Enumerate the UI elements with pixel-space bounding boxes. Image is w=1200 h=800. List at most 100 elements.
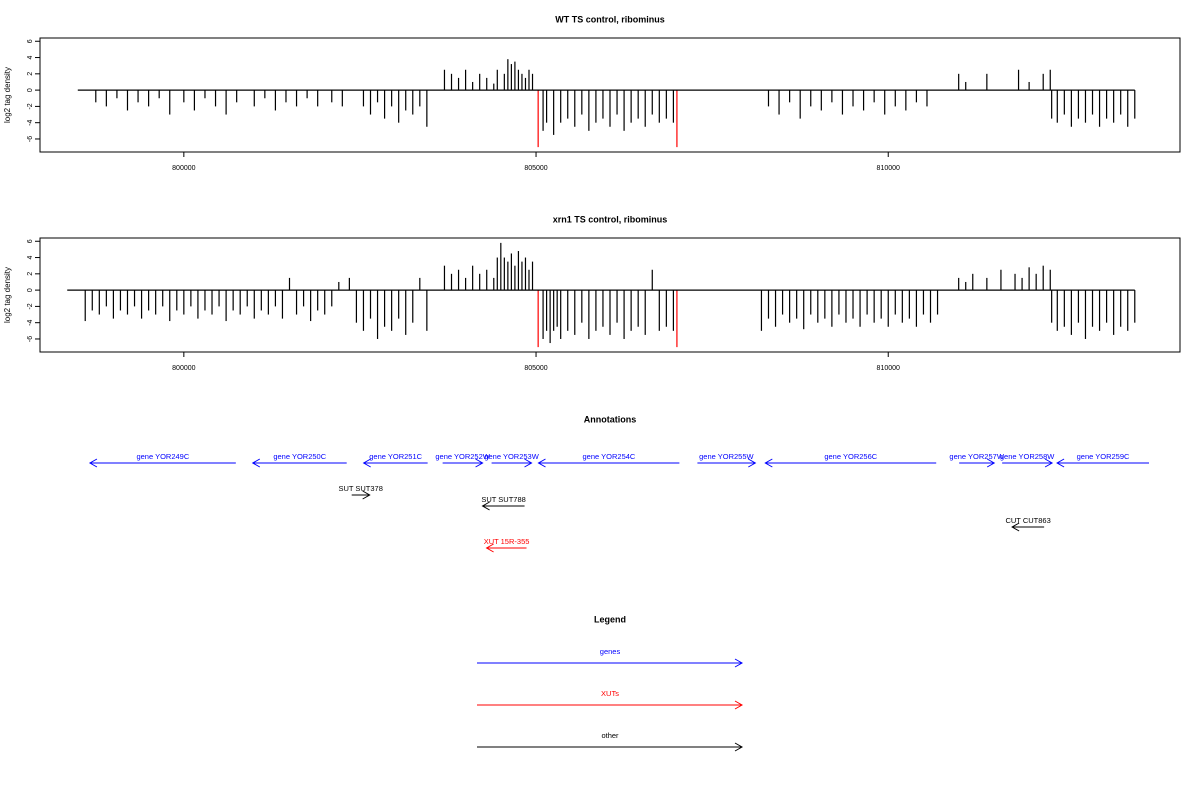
bar	[574, 90, 576, 127]
arrow-head	[88, 458, 98, 468]
bar	[169, 90, 171, 115]
bar	[517, 251, 520, 291]
bar	[362, 290, 365, 331]
bar	[658, 90, 660, 123]
bar	[905, 90, 907, 111]
bar	[517, 69, 520, 91]
bar	[464, 69, 467, 91]
bar	[894, 290, 896, 315]
bar	[91, 290, 93, 311]
bar	[965, 81, 967, 91]
bar	[426, 90, 428, 127]
bar	[986, 277, 988, 291]
bar	[1127, 90, 1129, 127]
bar	[236, 90, 238, 103]
bar	[288, 277, 291, 291]
bar	[383, 290, 386, 327]
y-tick-label: 6	[27, 39, 34, 43]
bar	[658, 290, 660, 331]
bar	[225, 90, 227, 115]
bar	[651, 90, 653, 115]
feature-label: CUT CUT863	[1005, 516, 1050, 525]
arrow-head	[537, 458, 546, 468]
bar	[1084, 90, 1087, 123]
bar	[450, 73, 453, 91]
arrow-head	[734, 700, 744, 710]
section-title: Annotations	[584, 414, 637, 424]
arrow-head	[251, 458, 261, 468]
arrow-head	[485, 543, 494, 553]
feature-label: gene YOR256C	[824, 452, 877, 461]
bar	[616, 90, 618, 115]
bar	[1106, 90, 1108, 119]
bar	[965, 281, 967, 291]
y-tick-label: 0	[27, 88, 34, 92]
feature-label: gene YOR252W	[435, 452, 490, 461]
bar	[479, 73, 481, 91]
y-tick-label: 0	[27, 288, 34, 292]
bar	[665, 290, 667, 327]
bar	[218, 290, 220, 307]
bar	[204, 290, 206, 311]
bar	[391, 290, 393, 331]
bar	[507, 59, 509, 91]
bar	[204, 90, 206, 99]
bar	[341, 90, 343, 107]
bar	[398, 290, 400, 319]
bar	[958, 277, 960, 291]
bar	[609, 90, 611, 127]
bar	[796, 290, 798, 319]
feature-label: SUT SUT788	[481, 495, 525, 504]
bar	[190, 290, 192, 307]
bar	[644, 290, 646, 335]
bar	[405, 90, 407, 111]
bar	[317, 90, 319, 107]
bar	[112, 290, 114, 319]
bar	[285, 90, 287, 103]
arrow-head	[734, 742, 744, 752]
bar	[852, 290, 854, 319]
bar	[253, 290, 255, 319]
bar	[859, 290, 861, 327]
bar	[306, 90, 308, 99]
bar	[193, 90, 196, 111]
feature-label: gene YOR251C	[369, 452, 422, 461]
bar	[553, 290, 555, 331]
bar	[672, 90, 674, 123]
bar	[778, 90, 780, 115]
bar	[338, 281, 340, 291]
bar	[348, 277, 350, 291]
arrow-head	[524, 458, 533, 468]
bar	[581, 90, 583, 115]
bar	[1091, 290, 1094, 327]
legend-label: XUTs	[601, 689, 619, 698]
bar	[531, 73, 534, 91]
bar	[369, 290, 372, 319]
bar	[503, 257, 505, 291]
bar	[838, 290, 840, 315]
bar	[862, 90, 865, 111]
bar	[524, 77, 527, 91]
bar	[760, 290, 763, 331]
feature-label: gene YOR253W	[484, 452, 539, 461]
bar	[1056, 90, 1058, 123]
bar	[514, 61, 516, 91]
bar	[105, 90, 107, 107]
bar	[817, 290, 819, 323]
bar	[556, 290, 558, 327]
bar	[496, 257, 498, 291]
bar	[588, 90, 590, 131]
bar	[369, 90, 372, 115]
bar	[148, 290, 150, 311]
bar	[1042, 265, 1044, 291]
bar	[274, 90, 277, 111]
bar	[1070, 90, 1072, 127]
bar	[665, 90, 667, 119]
bar	[1021, 277, 1023, 291]
bar	[1120, 90, 1122, 115]
bar	[383, 90, 386, 119]
bar	[260, 290, 262, 311]
bar	[901, 290, 903, 323]
bar	[972, 273, 974, 291]
chart-title: WT TS control, ribominus	[555, 14, 665, 24]
